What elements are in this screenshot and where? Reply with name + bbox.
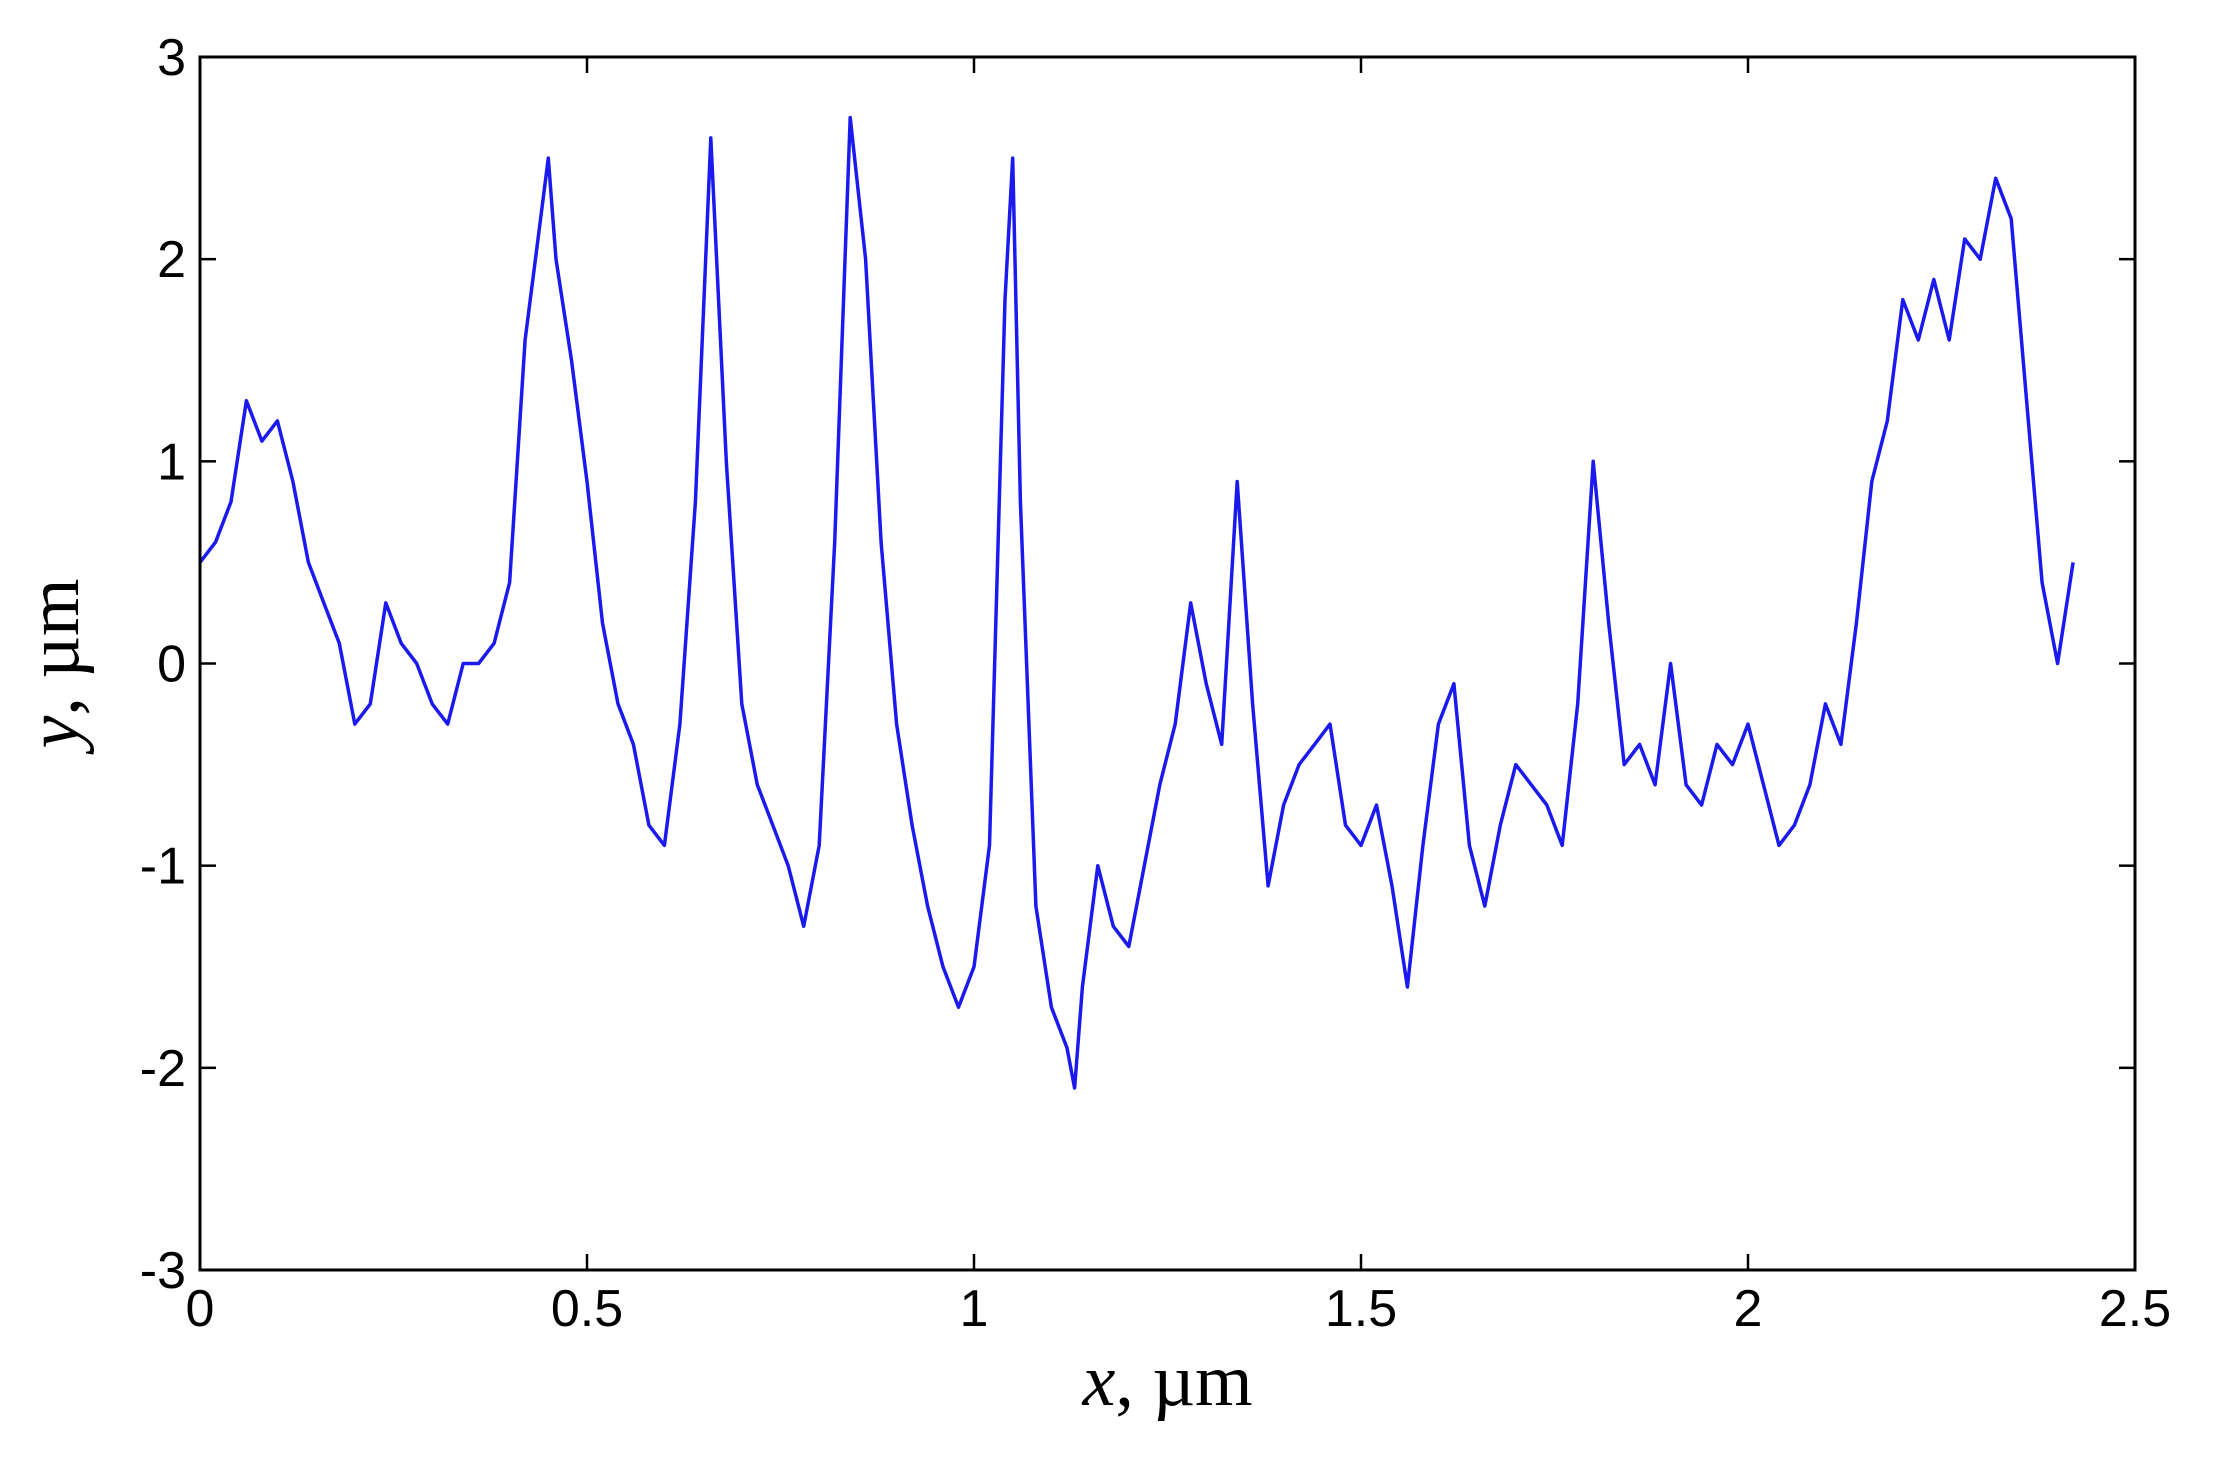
- y-tick-label: -2: [140, 1040, 186, 1098]
- x-axis-label-var: x: [1081, 1340, 1115, 1422]
- plot-frame: [198, 55, 2137, 1272]
- y-tick-label: -3: [140, 1242, 186, 1300]
- y-axis-label: y, µm: [13, 578, 95, 755]
- x-axis-label-unit: , µm: [1115, 1340, 1252, 1422]
- x-tick-label: 0: [186, 1280, 215, 1338]
- x-tick-label: 2: [1734, 1280, 1763, 1338]
- y-tick-label: 3: [157, 29, 186, 87]
- x-tick-label: 1: [960, 1280, 989, 1338]
- y-tick-label: 2: [157, 231, 186, 289]
- y-tick-label: 0: [157, 636, 186, 694]
- y-tick-label: 1: [157, 433, 186, 491]
- y-tick-label: -1: [140, 838, 186, 896]
- series-line: [198, 115, 2075, 1090]
- y-axis-label-var: y: [13, 716, 95, 756]
- y-axis-label-unit: , µm: [13, 578, 95, 715]
- tick-labels-layer: 0 0.5 1 1.5 2 2.5 -3 -2 -1 0 1 2 3: [140, 29, 2171, 1338]
- x-tick-label: 0.5: [551, 1280, 623, 1338]
- x-axis-label: x, µm: [1081, 1340, 1252, 1422]
- x-tick-label: 1.5: [1325, 1280, 1397, 1338]
- ticks-layer: [198, 55, 2137, 1272]
- x-tick-label: 2.5: [2099, 1280, 2171, 1338]
